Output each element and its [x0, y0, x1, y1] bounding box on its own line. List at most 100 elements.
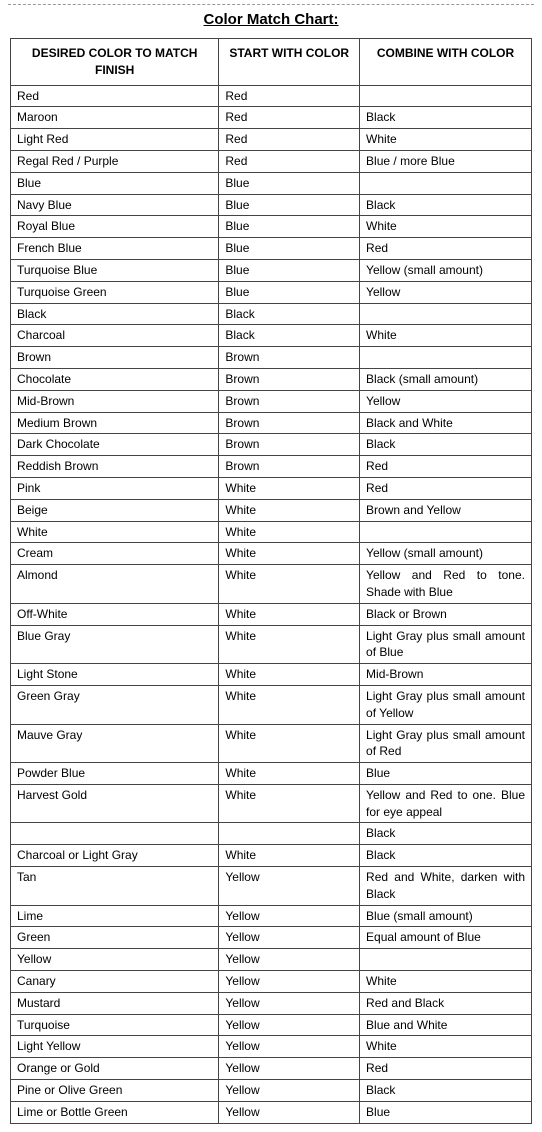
cell-start: Brown [219, 456, 360, 478]
cell-start: Yellow [219, 1058, 360, 1080]
table-row: Reddish BrownBrownRed [11, 456, 532, 478]
cell-start: Black [219, 303, 360, 325]
cell-combine: White [360, 1036, 532, 1058]
cell-desired: White [11, 521, 219, 543]
cell-desired: Maroon [11, 107, 219, 129]
cell-start: Red [219, 150, 360, 172]
table-row: BeigeWhiteBrown and Yellow [11, 499, 532, 521]
cell-desired: Powder Blue [11, 763, 219, 785]
table-row: CreamWhiteYellow (small amount) [11, 543, 532, 565]
cell-start: White [219, 664, 360, 686]
table-row: BlackBlack [11, 303, 532, 325]
cell-start: Yellow [219, 927, 360, 949]
table-header-row: DESIRED COLOR TO MATCH FINISH START WITH… [11, 39, 532, 86]
cell-combine [360, 303, 532, 325]
cell-start: Brown [219, 347, 360, 369]
cell-combine: Light Gray plus small amount of Blue [360, 625, 532, 664]
table-row: PinkWhiteRed [11, 477, 532, 499]
cell-start: White [219, 845, 360, 867]
table-row: Pine or Olive GreenYellowBlack [11, 1080, 532, 1102]
cell-start: White [219, 499, 360, 521]
cell-combine: Blue (small amount) [360, 905, 532, 927]
cell-start: Yellow [219, 867, 360, 906]
cell-start: Brown [219, 412, 360, 434]
cell-start: Yellow [219, 992, 360, 1014]
cell-start: Red [219, 129, 360, 151]
cell-desired: Lime [11, 905, 219, 927]
cell-combine: Yellow and Red to one. Blue for eye appe… [360, 784, 532, 823]
cell-desired: Royal Blue [11, 216, 219, 238]
cell-desired: Mauve Gray [11, 724, 219, 763]
cell-start: White [219, 521, 360, 543]
table-row: Off-WhiteWhiteBlack or Brown [11, 603, 532, 625]
cell-combine [360, 521, 532, 543]
cell-desired: Canary [11, 971, 219, 993]
cell-start: Yellow [219, 1014, 360, 1036]
cell-combine [360, 85, 532, 107]
table-row: BrownBrown [11, 347, 532, 369]
cell-start: White [219, 625, 360, 664]
table-row: GreenYellowEqual amount of Blue [11, 927, 532, 949]
cell-combine: Yellow and Red to tone. Shade with Blue [360, 565, 532, 604]
cell-desired: Off-White [11, 603, 219, 625]
cell-combine: Light Gray plus small amount of Red [360, 724, 532, 763]
cell-desired: Green Gray [11, 685, 219, 724]
table-row: Lime or Bottle GreenYellowBlue [11, 1101, 532, 1123]
cell-combine: Blue [360, 1101, 532, 1123]
header-start: START WITH COLOR [219, 39, 360, 86]
cell-desired: Blue [11, 172, 219, 194]
table-row: LimeYellowBlue (small amount) [11, 905, 532, 927]
cell-start: White [219, 685, 360, 724]
cell-combine: White [360, 216, 532, 238]
cell-start: Yellow [219, 949, 360, 971]
color-match-table: DESIRED COLOR TO MATCH FINISH START WITH… [10, 38, 532, 1124]
cell-start: White [219, 565, 360, 604]
cell-desired: Almond [11, 565, 219, 604]
table-row: Turquoise GreenBlueYellow [11, 281, 532, 303]
cell-desired: Dark Chocolate [11, 434, 219, 456]
cell-start: White [219, 477, 360, 499]
cell-start: Blue [219, 172, 360, 194]
cell-combine: Red [360, 456, 532, 478]
page-title: Color Match Chart: [0, 11, 542, 28]
table-row: MaroonRedBlack [11, 107, 532, 129]
cell-start: Black [219, 325, 360, 347]
table-row: CharcoalBlackWhite [11, 325, 532, 347]
cell-combine: Black [360, 1080, 532, 1102]
cell-desired: Medium Brown [11, 412, 219, 434]
cell-combine: Yellow [360, 390, 532, 412]
cell-start: Yellow [219, 1080, 360, 1102]
cell-combine: Red and Black [360, 992, 532, 1014]
cell-desired: Mid-Brown [11, 390, 219, 412]
cell-desired: Turquoise [11, 1014, 219, 1036]
table-row: CanaryYellowWhite [11, 971, 532, 993]
cell-desired: Pine or Olive Green [11, 1080, 219, 1102]
cell-start: Brown [219, 434, 360, 456]
cell-start: Yellow [219, 1036, 360, 1058]
cell-start: Red [219, 85, 360, 107]
table-row: AlmondWhiteYellow and Red to tone. Shade… [11, 565, 532, 604]
cell-start: White [219, 724, 360, 763]
cell-desired: Yellow [11, 949, 219, 971]
table-row: Regal Red / PurpleRedBlue / more Blue [11, 150, 532, 172]
table-row: Navy BlueBlueBlack [11, 194, 532, 216]
cell-desired: Turquoise Blue [11, 259, 219, 281]
cell-desired: Green [11, 927, 219, 949]
cell-desired: Charcoal [11, 325, 219, 347]
cell-combine: Equal amount of Blue [360, 927, 532, 949]
cell-start: Blue [219, 281, 360, 303]
table-row: Mid-BrownBrownYellow [11, 390, 532, 412]
cell-start: Brown [219, 368, 360, 390]
cell-desired: Tan [11, 867, 219, 906]
cell-combine: Red [360, 238, 532, 260]
table-row: Royal BlueBlueWhite [11, 216, 532, 238]
cell-desired: Red [11, 85, 219, 107]
cell-combine: Black [360, 845, 532, 867]
cell-start: White [219, 784, 360, 823]
cell-combine: White [360, 971, 532, 993]
table-row: Green GrayWhiteLight Gray plus small amo… [11, 685, 532, 724]
cell-start [219, 823, 360, 845]
cell-combine: Black [360, 107, 532, 129]
table-row: Light RedRedWhite [11, 129, 532, 151]
table-row: Light YellowYellowWhite [11, 1036, 532, 1058]
